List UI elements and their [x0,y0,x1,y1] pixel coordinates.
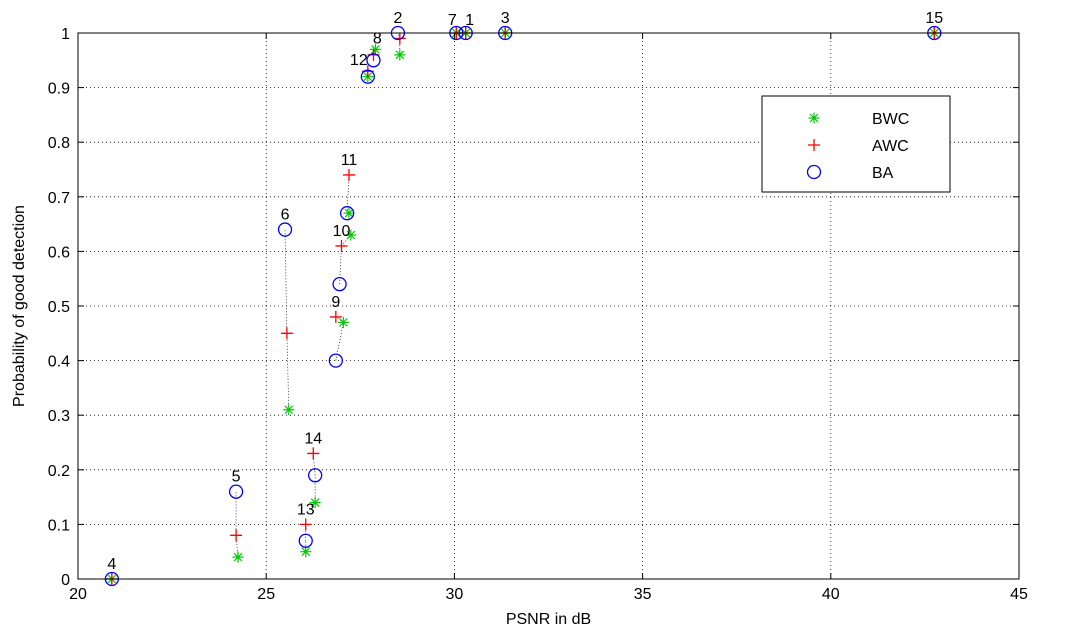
y-tick-label: 0.2 [48,463,70,480]
legend-label-awc: AWC [872,138,909,155]
legend-item-bwc: BWC [808,111,909,128]
point-bwc-6 [283,404,295,416]
x-axis-label: PSNR in dB [506,611,591,628]
point-awc-2 [393,32,406,45]
point-connector [286,333,290,410]
x-tick-label: 35 [634,586,652,603]
point-awc-10 [335,239,348,252]
point-ba-8 [366,53,381,68]
point-label-2: 2 [393,10,402,27]
point-awc-6 [280,327,293,340]
y-tick-label: 0.1 [48,517,70,534]
point-bwc-5 [232,551,244,563]
y-axis-label: Probability of good detection [11,205,28,407]
y-tick-label: 0 [61,572,70,589]
grid-lines [78,33,1019,579]
legend-marker-ba [806,164,822,180]
point-ba-10 [332,277,347,292]
point-label-3: 3 [501,10,510,27]
point-bwc-9 [337,316,349,328]
x-tick-label: 20 [69,586,87,603]
point-ba-5 [228,484,244,499]
y-tick-label: 0.6 [48,244,70,261]
point-bwc-14 [309,497,321,509]
y-tick-label: 0.7 [48,190,70,207]
y-tick-label: 0.5 [48,299,70,316]
y-tick-label: 0.3 [48,408,70,425]
point-ba-9 [328,353,343,368]
x-tick-label: 45 [1010,586,1028,603]
x-tick-label: 25 [257,586,275,603]
y-tick-label: 0.8 [48,135,70,152]
x-tick-label: 30 [446,586,464,603]
y-tick-label: 0.4 [48,354,70,371]
point-label-14: 14 [304,430,322,447]
point-awc-9 [329,310,342,323]
point-bwc-2 [394,49,406,61]
legend-item-ba: BA [806,164,894,182]
legend-item-awc: AWC [808,138,909,155]
point-label-5: 5 [232,469,241,486]
y-tick-label: 0.9 [48,81,70,98]
axis-ticks: 20 25 30 35 40 4500.10.20.30.40.50.60.70.80.9… [48,26,1028,603]
y-tick-label: 1 [61,26,70,43]
point-ba-13 [298,533,313,548]
legend-marker-bwc [808,112,820,124]
point-bwc-11 [343,207,355,219]
point-ba-12 [360,69,375,84]
point-bwc-8 [369,43,381,55]
point-connector [284,229,288,334]
point-awc-13 [299,518,312,531]
point-label-13: 13 [297,501,315,518]
point-ba-11 [339,206,355,221]
point-label-1: 1 [465,12,474,29]
point-label-9: 9 [331,294,340,311]
point-label-10: 10 [333,223,351,240]
point-label-7: 7 [448,12,457,29]
point-label-15: 15 [925,10,943,27]
legend-marker-awc [808,139,820,151]
legend-label-bwc: BWC [872,111,909,128]
point-ba-14 [307,468,323,483]
legend: BWC AWC BA [761,95,951,193]
point-label-11: 11 [341,152,358,169]
legend-label-ba: BA [872,165,894,182]
point-label-4: 4 [107,556,116,573]
point-awc-14 [307,447,320,460]
x-tick-label: 40 [822,586,840,603]
point-label-12: 12 [350,52,368,69]
point-ba-6 [277,222,293,237]
point-label-6: 6 [281,207,290,224]
point-awc-11 [343,168,356,181]
point-label-8: 8 [373,30,382,47]
point-bwc-13 [300,546,312,558]
legend-box [761,95,951,193]
point-awc-5 [230,529,243,542]
point-bwc-10 [345,229,357,241]
